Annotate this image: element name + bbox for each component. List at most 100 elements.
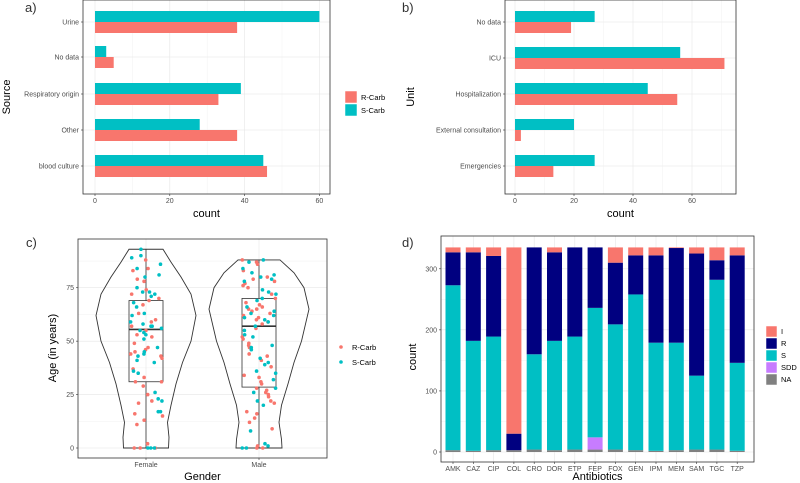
point-s-carb: [251, 390, 256, 395]
bar-segment-na: [668, 450, 684, 452]
y-axis-title: count: [407, 344, 419, 371]
point-s-carb: [148, 446, 153, 450]
point-s-carb: [248, 429, 253, 433]
bar-segment-s: [729, 362, 745, 451]
bar-s-carb: [95, 11, 320, 22]
y-axis-title: Unit: [405, 87, 417, 107]
point-s-carb: [129, 256, 134, 260]
point-s-carb: [128, 320, 133, 324]
point-s-carb: [260, 296, 265, 301]
point-s-carb: [274, 292, 278, 296]
point-r-carb: [255, 446, 259, 450]
point-s-carb: [149, 294, 153, 299]
point-r-carb: [147, 298, 151, 303]
bar-r-carb: [515, 22, 572, 33]
point-s-carb: [131, 369, 136, 373]
point-r-carb: [129, 324, 134, 328]
legend-label: S-Carb: [361, 106, 385, 115]
point-s-carb: [261, 403, 266, 408]
point-s-carb: [143, 275, 147, 279]
bar-segment-r: [648, 255, 664, 343]
bar-segment-r: [709, 260, 725, 280]
point-s-carb: [135, 285, 139, 290]
point-s-carb: [160, 399, 164, 403]
point-r-carb: [157, 296, 161, 301]
point-r-carb: [153, 317, 158, 322]
point-r-carb: [144, 288, 149, 292]
legend-key-r-carb: [339, 345, 343, 349]
point-r-carb: [252, 416, 257, 420]
boxplot-box: [128, 300, 164, 383]
y-tick-label: 300: [425, 266, 437, 273]
x-tick-label: DOR: [547, 466, 563, 473]
bar-segment-s: [668, 342, 684, 451]
point-s-carb: [255, 399, 260, 403]
bar-segment-i: [486, 247, 502, 256]
bar-segment-na: [587, 449, 603, 452]
bar-segment-na: [445, 450, 461, 452]
point-s-carb: [254, 369, 259, 373]
point-r-carb: [142, 279, 146, 284]
point-s-carb: [134, 305, 139, 309]
point-s-carb: [271, 313, 276, 318]
point-s-carb: [138, 328, 142, 333]
point-r-carb: [273, 296, 278, 301]
point-r-carb: [160, 414, 165, 418]
bar-segment-r: [668, 248, 684, 343]
y-tick-label: 50: [66, 339, 74, 346]
point-s-carb: [249, 347, 254, 352]
y-tick-label: Emergencies: [460, 164, 501, 171]
x-tick-label: Male: [251, 462, 266, 469]
bar-segment-na: [486, 450, 502, 452]
bar-r-carb: [95, 22, 238, 33]
legend-key-na: [765, 373, 778, 386]
point-s-carb: [131, 300, 136, 305]
bar-segment-s: [526, 354, 542, 450]
y-tick-label: ICU: [489, 56, 501, 63]
y-tick-label: 75: [66, 285, 74, 292]
point-r-carb: [269, 292, 274, 296]
bar-segment-i: [506, 247, 522, 434]
point-r-carb: [138, 446, 143, 450]
x-tick-label: CIP: [488, 466, 500, 473]
bar-s-carb: [515, 11, 595, 22]
point-s-carb: [135, 266, 139, 271]
bar-segment-i: [709, 247, 725, 261]
y-tick-label: 100: [425, 388, 437, 395]
point-s-carb: [157, 273, 161, 277]
point-s-carb: [260, 288, 265, 292]
point-s-carb: [253, 324, 258, 328]
x-tick-label: 20: [570, 198, 578, 205]
bar-r-carb: [95, 130, 238, 141]
bar-segment-i: [628, 247, 644, 256]
point-s-carb: [263, 441, 267, 446]
point-r-carb: [266, 394, 271, 399]
bar-segment-r: [689, 253, 705, 376]
y-tick-label: No data: [476, 20, 501, 27]
bar-segment-s: [628, 294, 644, 451]
bar-segment-r: [445, 252, 461, 286]
bar-s-carb: [515, 47, 681, 58]
bar-s-carb: [515, 83, 648, 94]
x-tick-label: 60: [316, 198, 324, 205]
bar-segment-na: [567, 449, 583, 452]
panel-label: d): [402, 235, 414, 250]
x-axis-title: count: [607, 208, 634, 220]
bar-segment-r: [526, 247, 542, 355]
x-tick-label: MEM: [668, 466, 685, 473]
bar-segment-r: [628, 255, 644, 295]
bar-segment-i: [607, 247, 623, 263]
legend-label: S-Carb: [352, 358, 376, 367]
bar-segment-i: [689, 247, 705, 254]
point-s-carb: [156, 397, 160, 401]
point-r-carb: [146, 266, 150, 271]
point-r-carb: [132, 341, 137, 346]
bar-segment-i: [547, 247, 562, 253]
point-s-carb: [153, 390, 157, 395]
point-r-carb: [247, 352, 251, 356]
point-s-carb: [152, 360, 157, 365]
legend-key-s-carb: [344, 103, 358, 117]
point-s-carb: [241, 266, 245, 271]
point-s-carb: [247, 260, 251, 264]
